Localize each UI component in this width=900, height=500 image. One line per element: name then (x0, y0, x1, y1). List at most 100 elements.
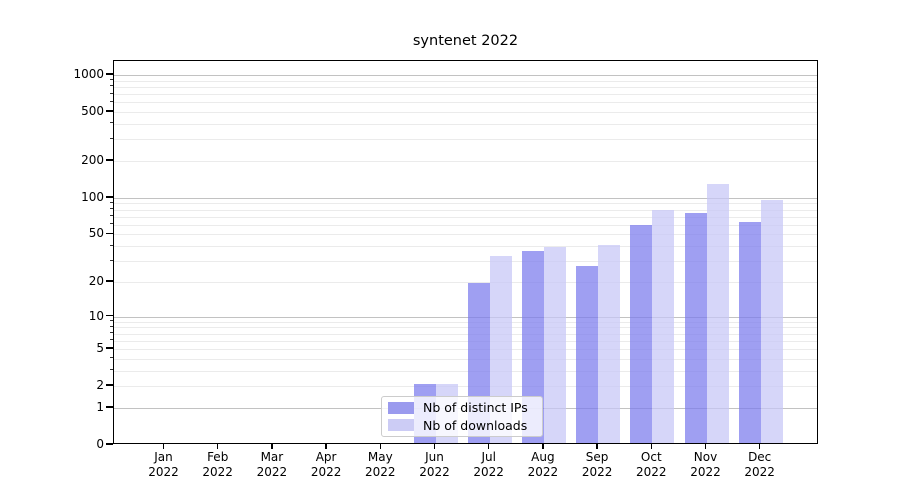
y-gridline-minor (114, 386, 817, 388)
y-gridline-minor (114, 340, 817, 342)
y-tick-label: 10 (88, 308, 104, 323)
y-tick-mark-minor (109, 208, 113, 210)
y-tick-mark (105, 110, 113, 112)
legend-swatch-distinct-ips-icon (388, 401, 414, 414)
y-gridline-minor (114, 349, 817, 351)
y-gridline-minor (114, 216, 817, 218)
y-gridline-major (114, 74, 817, 76)
y-gridline-minor (114, 80, 817, 82)
x-tick-label: Mar 2022 (256, 450, 288, 479)
y-tick-mark (105, 406, 113, 408)
y-gridline-minor (114, 160, 817, 162)
x-tick-mark (596, 444, 598, 449)
y-tick-mark-minor (109, 369, 113, 371)
y-tick-mark-minor (109, 100, 113, 102)
bar-distinct-ips-sep (576, 266, 599, 443)
y-gridline-minor (114, 321, 817, 323)
x-tick-mark (433, 444, 436, 449)
y-tick-mark-minor (109, 79, 113, 81)
legend-item-label: Nb of distinct IPs (423, 400, 528, 416)
y-gridline-minor (114, 123, 817, 125)
x-tick-mark (704, 444, 707, 449)
x-tick-label: Nov 2022 (690, 450, 721, 479)
y-gridline-minor (114, 327, 817, 329)
y-gridline-minor (114, 281, 817, 283)
x-tick-label: Oct 2022 (636, 450, 667, 479)
x-tick-mark (488, 444, 490, 449)
y-tick-mark-minor (109, 85, 113, 87)
bar-downloads-oct (652, 209, 675, 443)
y-gridline-minor (114, 112, 817, 114)
y-tick-mark (105, 232, 113, 235)
x-tick-mark (325, 444, 327, 449)
bar-downloads-sep (598, 245, 621, 443)
x-tick-label: Apr 2022 (310, 450, 342, 479)
y-tick-label: 100 (81, 189, 104, 204)
y-tick-mark-minor (109, 339, 113, 341)
y-gridline-minor (114, 224, 817, 226)
y-gridline-minor (114, 333, 817, 335)
y-gridline-major (114, 316, 817, 318)
y-tick-mark (105, 314, 113, 317)
y-gridline-minor (114, 261, 817, 263)
x-tick-label: Feb 2022 (202, 450, 233, 479)
y-gridline-major (114, 197, 817, 199)
y-tick-mark (105, 196, 113, 198)
y-tick-mark-minor (109, 201, 113, 203)
y-gridline-minor (114, 102, 817, 104)
y-gridline-minor (114, 94, 817, 96)
y-tick-mark (105, 384, 113, 386)
legend-item-downloads: Nb of downloads (388, 418, 536, 434)
y-tick-mark-minor (109, 332, 113, 334)
x-tick-mark (379, 444, 381, 449)
bar-downloads-dec (760, 199, 783, 443)
legend-item-distinct-ips: Nb of distinct IPs (388, 400, 536, 416)
x-tick-mark (162, 444, 165, 449)
y-tick-mark-minor (109, 325, 113, 327)
y-tick-mark-minor (109, 215, 113, 217)
y-tick-mark (105, 159, 113, 161)
chart-title: syntenet 2022 (412, 33, 519, 49)
bar-distinct-ips-dec (738, 221, 761, 443)
y-gridline-minor (114, 86, 817, 88)
y-tick-mark (105, 280, 113, 282)
bar-distinct-ips-nov (684, 212, 707, 443)
bar-downloads-nov (706, 183, 729, 443)
y-tick-label: 50 (88, 226, 104, 241)
y-gridline-minor (114, 246, 817, 248)
y-tick-mark-minor (109, 92, 113, 94)
y-tick-mark (105, 73, 113, 75)
x-tick-label: May 2022 (365, 450, 396, 479)
y-gridline-minor (114, 234, 817, 236)
y-tick-mark-minor (109, 223, 113, 225)
y-tick-label: 500 (81, 104, 104, 119)
y-tick-mark-minor (109, 137, 113, 139)
plot-area (113, 60, 818, 444)
y-tick-mark (105, 443, 113, 445)
y-gridline-minor (114, 209, 817, 211)
legend-item-label: Nb of downloads (423, 417, 528, 433)
y-tick-mark-minor (109, 320, 113, 322)
x-tick-label: Jan 2022 (148, 450, 179, 479)
y-tick-label: 200 (81, 152, 104, 167)
y-gridline-minor (114, 358, 817, 360)
y-tick-label: 1 (96, 399, 104, 414)
x-tick-label: Dec 2022 (744, 450, 775, 479)
y-tick-mark-minor (109, 244, 113, 246)
y-tick-label: 1000 (73, 66, 104, 81)
legend: Nb of distinct IPs Nb of downloads (381, 396, 543, 437)
x-tick-mark (271, 444, 273, 449)
y-tick-mark (105, 347, 113, 349)
x-tick-label: Jul 2022 (473, 450, 504, 479)
y-tick-label: 5 (96, 341, 104, 356)
y-tick-mark-minor (109, 122, 113, 124)
y-tick-mark-minor (109, 259, 113, 261)
bar-distinct-ips-oct (630, 224, 653, 443)
legend-swatch-downloads-icon (388, 419, 414, 432)
x-tick-label: Aug 2022 (527, 450, 559, 479)
bar-downloads-aug (543, 246, 566, 443)
x-tick-mark (542, 444, 544, 449)
y-gridline-minor (114, 370, 817, 372)
x-tick-mark (650, 444, 652, 449)
